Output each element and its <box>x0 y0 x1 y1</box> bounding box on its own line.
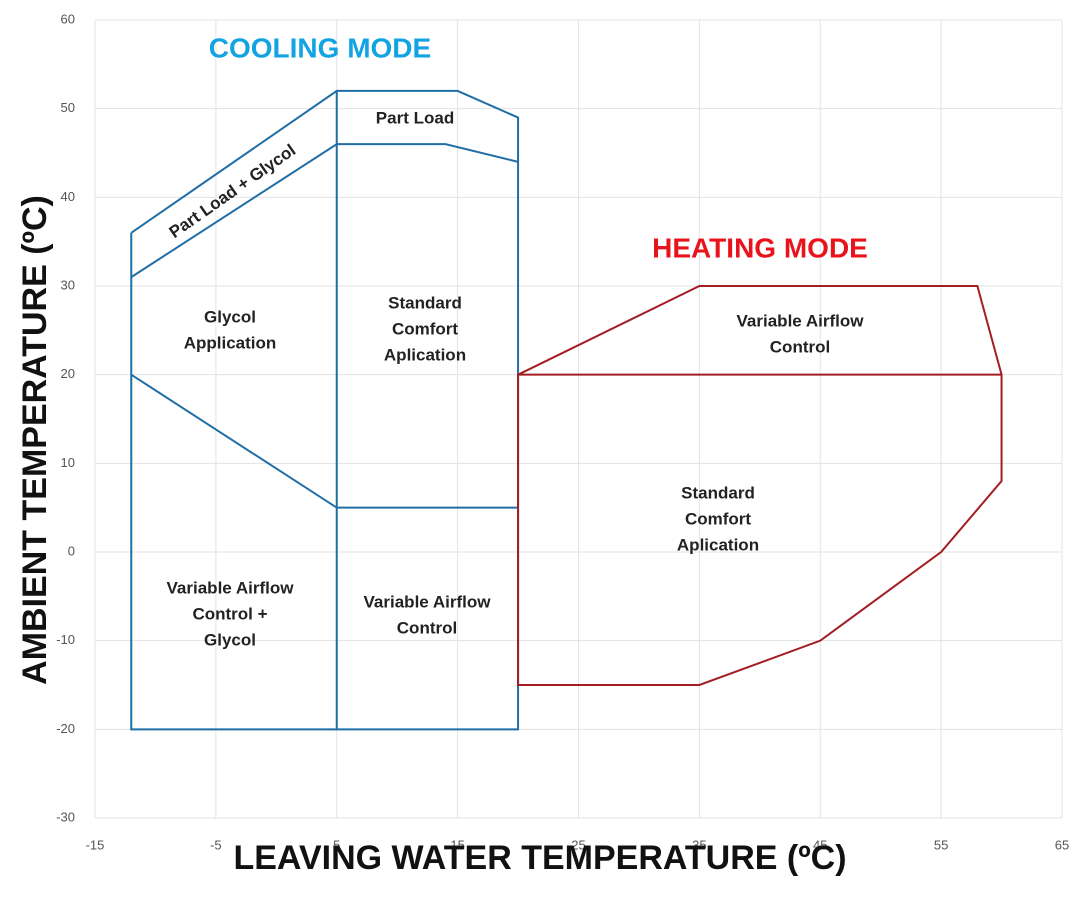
region-label: Glycol <box>204 307 256 326</box>
y-tick-label: 10 <box>61 455 75 470</box>
x-tick-label: 45 <box>813 837 827 852</box>
region-label: Comfort <box>685 509 751 528</box>
x-tick-label: 25 <box>571 837 585 852</box>
region-label: Control + <box>192 604 267 623</box>
y-tick-label: 0 <box>68 543 75 558</box>
y-tick-label: 40 <box>61 189 75 204</box>
y-tick-label: -30 <box>56 809 75 824</box>
y-tick-label: 30 <box>61 277 75 292</box>
region-label: Glycol <box>204 630 256 649</box>
region-label: Variable Airflow <box>167 578 295 597</box>
region-label: Application <box>184 333 277 352</box>
envelope-line <box>130 143 519 278</box>
region-label: Variable Airflow <box>737 311 865 330</box>
region-label: Control <box>770 337 830 356</box>
x-tick-label: 65 <box>1055 837 1069 852</box>
region-label: Comfort <box>392 319 458 338</box>
y-tick-label: 60 <box>61 11 75 26</box>
x-tick-label: 35 <box>692 837 706 852</box>
mode-title: COOLING MODE <box>209 32 431 63</box>
region-label: Standard <box>388 293 462 312</box>
region-label: Part Load + Glycol <box>166 140 300 241</box>
mode-title: HEATING MODE <box>652 232 868 263</box>
region-label: Standard <box>681 483 755 502</box>
region-label: Aplication <box>384 345 466 364</box>
envelope-line <box>130 89 520 731</box>
envelope-line <box>130 373 519 509</box>
y-axis-label: AMBIENT TEMPERATURE (ºC) <box>16 195 54 685</box>
region-label: Variable Airflow <box>364 592 492 611</box>
envelope-line <box>517 285 1003 686</box>
y-tick-label: 50 <box>61 100 75 115</box>
y-tick-label: -10 <box>56 632 75 647</box>
y-tick-label: -20 <box>56 721 75 736</box>
x-tick-label: 55 <box>934 837 948 852</box>
x-tick-label: -5 <box>210 837 222 852</box>
region-label: Part Load <box>376 108 454 127</box>
x-tick-label: 15 <box>450 837 464 852</box>
x-tick-label: -15 <box>86 837 105 852</box>
x-tick-label: 5 <box>333 837 340 852</box>
region-label: Aplication <box>677 535 759 554</box>
y-tick-label: 20 <box>61 366 75 381</box>
region-label: Control <box>397 618 457 637</box>
x-axis-label: LEAVING WATER TEMPERATURE (ºC) <box>233 839 846 877</box>
